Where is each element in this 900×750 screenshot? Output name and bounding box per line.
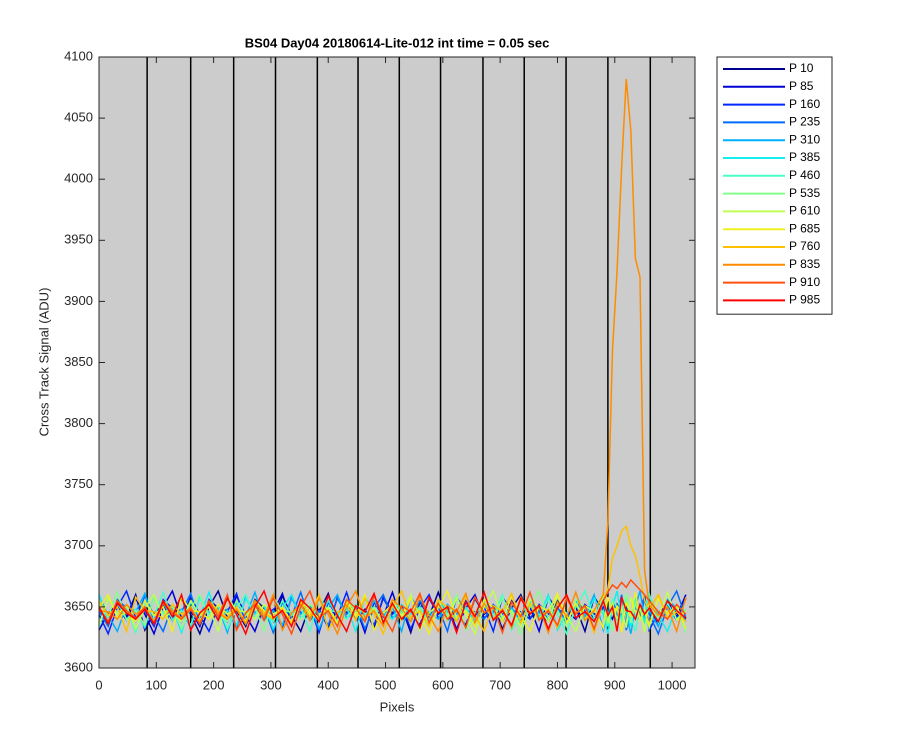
legend-label: P 160 — [789, 97, 820, 111]
y-tick-label: 3650 — [64, 598, 93, 613]
legend-label: P 760 — [789, 239, 820, 253]
x-tick-label: 700 — [489, 677, 511, 692]
y-tick-label: 3800 — [64, 415, 93, 430]
x-tick-label: 400 — [317, 677, 339, 692]
plot-area — [99, 57, 695, 668]
x-tick-label: 900 — [604, 677, 626, 692]
y-tick-label: 3700 — [64, 537, 93, 552]
legend-label: P 235 — [789, 115, 820, 129]
plot-lines — [99, 57, 687, 668]
legend-label: P 535 — [789, 186, 820, 200]
legend-label: P 910 — [789, 275, 820, 289]
legend-label: P 985 — [789, 293, 820, 307]
x-tick-label: 0 — [95, 677, 102, 692]
x-tick-label: 500 — [375, 677, 397, 692]
x-tick-label: 300 — [260, 677, 282, 692]
x-tick-label: 1000 — [658, 677, 687, 692]
legend-label: P 460 — [789, 168, 820, 182]
x-tick-label: 200 — [203, 677, 225, 692]
series-line — [99, 578, 687, 636]
chart-title: BS04 Day04 20180614-Lite-012 int time = … — [245, 35, 550, 50]
y-tick-label: 3950 — [64, 232, 93, 247]
y-tick-label: 3600 — [64, 659, 93, 674]
legend-label: P 610 — [789, 204, 820, 218]
legend-label: P 310 — [789, 132, 820, 146]
legend-label: P 385 — [789, 150, 820, 164]
series-line — [99, 589, 687, 636]
y-tick-label: 4050 — [64, 110, 93, 125]
y-tick-label: 4100 — [64, 48, 93, 63]
y-tick-label: 3900 — [64, 293, 93, 308]
legend-label: P 85 — [789, 79, 814, 93]
x-tick-label: 800 — [547, 677, 569, 692]
x-tick-label: 100 — [145, 677, 167, 692]
x-tick-label: 600 — [432, 677, 454, 692]
legend-label: P 835 — [789, 257, 820, 271]
y-tick-label: 3850 — [64, 354, 93, 369]
y-axis-label: Cross Track Signal (ADU) — [36, 288, 51, 437]
legend-box — [716, 56, 833, 315]
y-tick-label: 4000 — [64, 171, 93, 186]
x-axis-label: Pixels — [380, 699, 415, 714]
legend-label: P 685 — [789, 221, 820, 235]
y-tick-label: 3750 — [64, 476, 93, 491]
legend-label: P 10 — [789, 61, 814, 75]
